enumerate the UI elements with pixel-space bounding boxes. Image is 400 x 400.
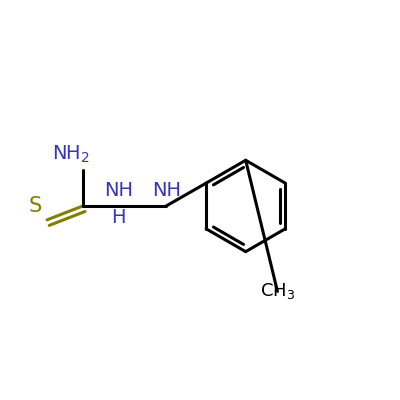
Text: S: S: [28, 196, 42, 216]
Text: NH$_2$: NH$_2$: [52, 144, 90, 165]
Text: NH: NH: [104, 180, 133, 200]
Text: CH$_3$: CH$_3$: [260, 281, 295, 301]
Text: NH: NH: [152, 180, 181, 200]
Text: H: H: [111, 208, 126, 227]
